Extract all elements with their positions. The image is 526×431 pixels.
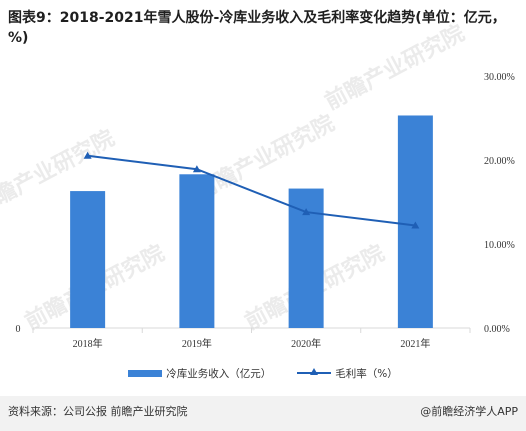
legend-bar-swatch (128, 369, 163, 377)
watermark-text: 前瞻产业研究院 (321, 20, 469, 115)
brand-text: @前瞻经济学人APP (420, 405, 518, 418)
x-axis-category-label: 2020年 (291, 337, 321, 350)
chart-canvas: 前瞻产业研究院前瞻产业研究院前瞻产业研究院前瞻产业研究院前瞻产业研究院 00.0… (0, 20, 515, 350)
legend: 冷库业务收入（亿元） 毛利率（%） (0, 364, 526, 382)
margin-line (87, 154, 416, 227)
line-layer (83, 151, 420, 229)
right-axis-tick-label: 10.00% (484, 240, 515, 251)
right-axis-tick-label: 30.00% (484, 72, 515, 83)
legend-label-margin: 毛利率（%） (335, 367, 398, 380)
left-axis-tick-label: 0 (16, 324, 21, 335)
legend-line-swatch (297, 368, 332, 378)
axes-layer (32, 327, 471, 333)
x-axis-category-label: 2019年 (182, 337, 212, 350)
footer: 资料来源：公司公报 前瞻产业研究院 @前瞻经济学人APP (0, 396, 526, 431)
legend-item-revenue: 冷库业务收入（亿元） (128, 366, 271, 381)
margin-point-marker (83, 151, 92, 159)
margin-point-marker (192, 165, 201, 173)
chart-title: 图表9：2018-2021年雪人股份-冷库业务收入及毛利率变化趋势(单位：亿元，… (8, 10, 506, 46)
margin-point-marker (302, 208, 311, 216)
legend-item-margin: 毛利率（%） (297, 366, 398, 381)
x-axis-category-label: 2018年 (73, 337, 103, 350)
right-axis-tick-label: 0.00% (484, 324, 510, 335)
labels-layer: 0 0.00% 10.00% 20.00% 30.00% 2018年 2019年 2020年 2… (16, 72, 515, 350)
legend-label-revenue: 冷库业务收入（亿元） (166, 367, 272, 380)
bar (70, 191, 106, 328)
margin-point-marker (411, 221, 420, 229)
x-axis-category-label: 2021年 (400, 337, 430, 350)
source-text: 资料来源：公司公报 前瞻产业研究院 (8, 405, 188, 418)
right-axis-tick-label: 20.00% (484, 156, 515, 167)
bar (179, 174, 215, 328)
